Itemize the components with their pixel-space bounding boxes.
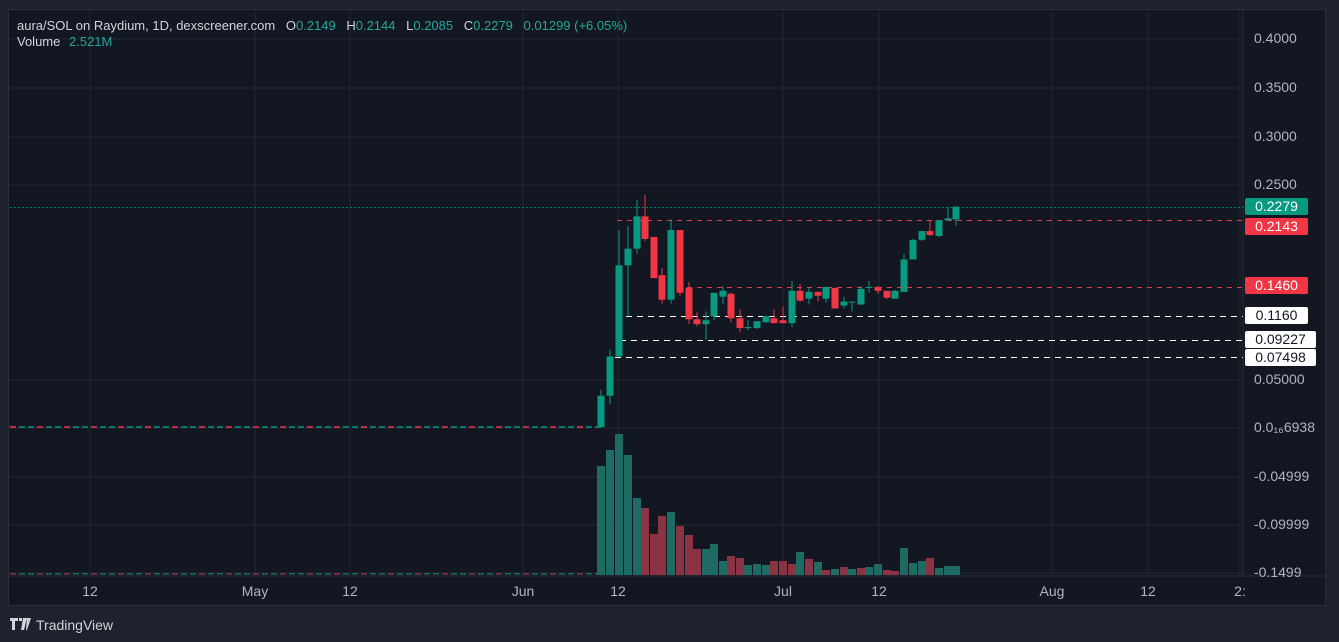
chart-legend: aura/SOL on Raydium, 1D, dexscreener.com… (17, 18, 627, 49)
time-axis-label: Aug (1039, 583, 1065, 599)
open-value: 0.2149 (295, 18, 336, 33)
close-value: 0.2279 (473, 18, 513, 33)
price-axis-label: 0.3000 (1254, 128, 1297, 144)
price-axis-label: 0.0₁₆6938 (1254, 419, 1315, 435)
price-axis-label: -0.09999 (1254, 516, 1310, 532)
price-tag: 0.1460 (1245, 277, 1308, 294)
tradingview-brand[interactable]: TradingView (10, 617, 113, 633)
time-axis-label: 12 (871, 583, 887, 599)
price-tag: 0.07498 (1245, 349, 1316, 366)
high-value: 0.2144 (355, 18, 396, 33)
change-value: 0.01299 (+6.05%) (523, 18, 628, 33)
flat-price-history (10, 426, 601, 575)
volume-label: Volume (17, 34, 61, 49)
price-axis-label: 0.4000 (1254, 30, 1297, 46)
volume-row: Volume 2.521M (17, 34, 627, 49)
price-axis-label: 0.3500 (1254, 79, 1297, 95)
chart-frame (8, 9, 1326, 606)
time-axis-label: 2: (1234, 583, 1246, 599)
symbol-title: aura/SOL on Raydium, 1D, dexscreener.com (17, 18, 276, 33)
price-axis-label: 0.05000 (1254, 371, 1305, 387)
price-axis-label: -0.04999 (1254, 468, 1310, 484)
price-tag: 0.1160 (1245, 307, 1308, 324)
time-axis-label: Jul (774, 583, 792, 599)
time-axis-label: Jun (511, 583, 535, 599)
ohlc-row: aura/SOL on Raydium, 1D, dexscreener.com… (17, 18, 628, 33)
price-axis-label: 0.2500 (1254, 176, 1297, 192)
time-axis-label: May (241, 583, 269, 599)
low-value: 0.2085 (413, 18, 454, 33)
time-axis-label: 12 (610, 583, 626, 599)
time-axis-label: 12 (82, 583, 98, 599)
candlesticks (597, 194, 960, 428)
price-tag: 0.2279 (1245, 198, 1308, 215)
tradingview-logo-icon (10, 618, 31, 630)
brand-name: TradingView (36, 617, 114, 633)
price-tag: 0.2143 (1245, 218, 1308, 235)
time-axis-label: 12 (1140, 583, 1156, 599)
time-axis-label: 12 (342, 583, 358, 599)
horizontal-levels (10, 207, 1243, 358)
price-tag: 0.09227 (1245, 331, 1316, 348)
volume-bars (597, 434, 960, 575)
price-axis-label: -0.1499 (1254, 564, 1302, 580)
volume-value: 2.521M (69, 34, 113, 49)
